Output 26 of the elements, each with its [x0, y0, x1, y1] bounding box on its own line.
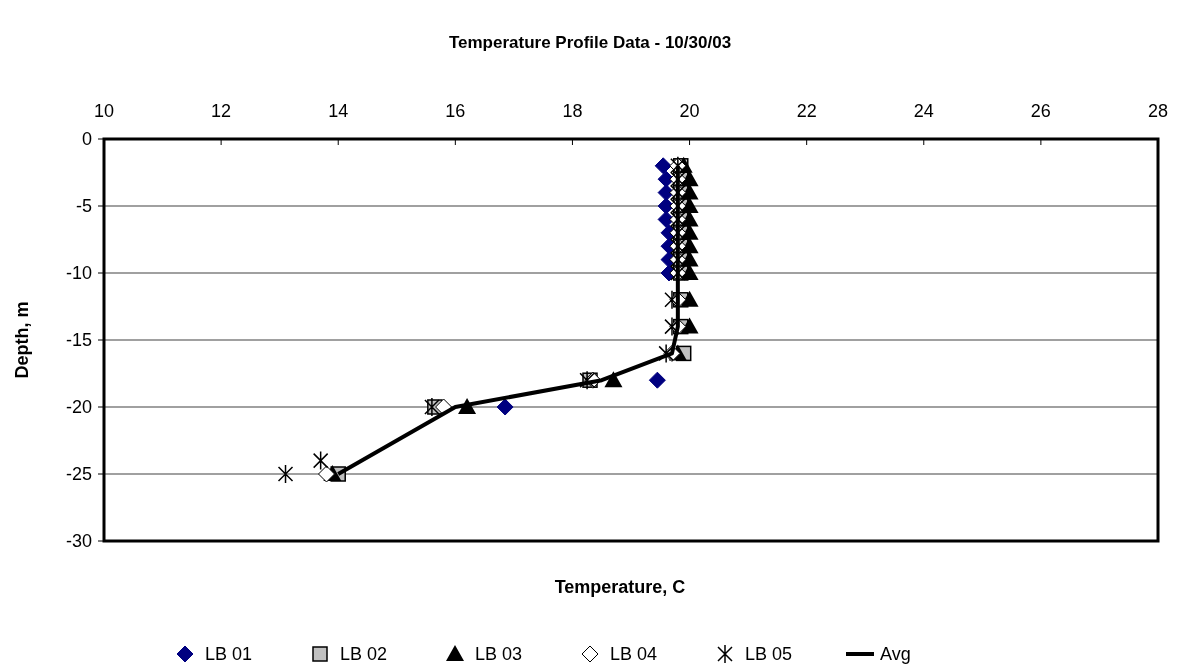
y-tick-label: -25 — [65, 464, 92, 485]
y-tick-label: -10 — [65, 263, 92, 284]
x-axis-title: Temperature, C — [554, 577, 686, 597]
x-tick-label: 14 — [328, 101, 349, 121]
legend-label: LB 05 — [745, 644, 793, 664]
legend-label: LB 04 — [610, 644, 658, 664]
y-tick-label: -5 — [75, 196, 92, 217]
x-tick-label: 20 — [679, 101, 700, 121]
y-tick-label: -20 — [65, 397, 92, 418]
x-tick-label: 24 — [913, 101, 934, 121]
chart-title: Temperature Profile Data - 10/30/03 — [448, 33, 732, 52]
x-tick-label: 22 — [796, 101, 817, 121]
legend-label: Avg — [880, 644, 911, 664]
legend-label: LB 01 — [205, 644, 253, 664]
x-tick-label: 16 — [445, 101, 466, 121]
y-tick-label: 0 — [81, 129, 92, 150]
y-tick-label: -30 — [65, 531, 92, 552]
x-tick-label: 26 — [1030, 101, 1051, 121]
x-tick-label: 12 — [211, 101, 232, 121]
x-tick-label: 28 — [1147, 101, 1169, 121]
y-tick-label: -15 — [65, 330, 92, 351]
x-tick-label: 10 — [93, 101, 115, 121]
legend-label: LB 03 — [475, 644, 523, 664]
legend-label: LB 02 — [340, 644, 388, 664]
x-tick-label: 18 — [562, 101, 583, 121]
y-axis-title: Depth, m — [12, 301, 32, 379]
